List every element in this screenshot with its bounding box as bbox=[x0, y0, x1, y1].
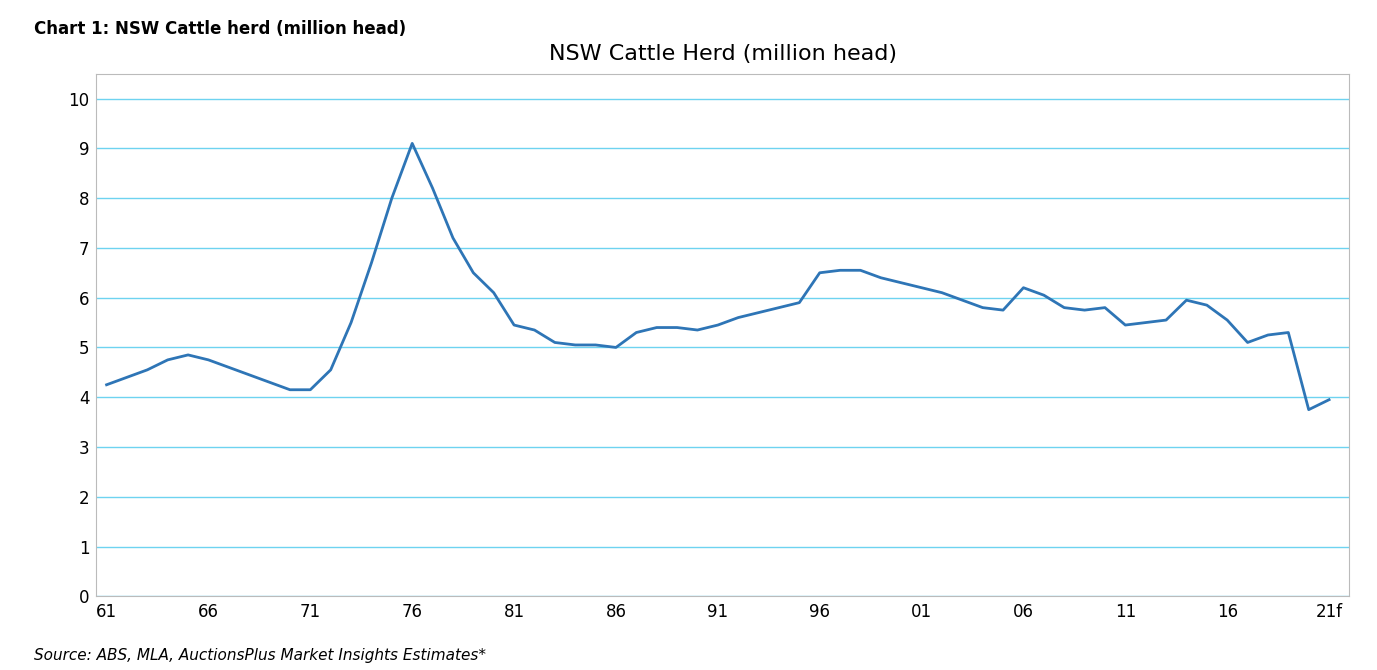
Text: Chart 1: NSW Cattle herd (million head): Chart 1: NSW Cattle herd (million head) bbox=[34, 20, 406, 38]
Title: NSW Cattle Herd (million head): NSW Cattle Herd (million head) bbox=[549, 44, 896, 64]
Text: Source: ABS, MLA, AuctionsPlus Market Insights Estimates*: Source: ABS, MLA, AuctionsPlus Market In… bbox=[34, 649, 486, 663]
